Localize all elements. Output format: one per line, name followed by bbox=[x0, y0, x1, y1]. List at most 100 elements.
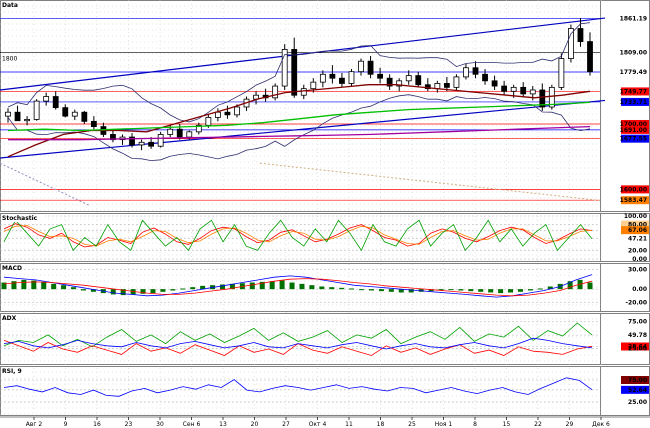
macd-histogram-bar bbox=[160, 289, 166, 292]
panel-title-box bbox=[1, 264, 21, 272]
macd-histogram-bar bbox=[508, 289, 514, 293]
candle-body bbox=[510, 86, 517, 92]
macd-histogram-bar bbox=[398, 289, 404, 293]
macd-histogram-bar bbox=[567, 281, 573, 290]
price-label: 1779.49 bbox=[620, 69, 647, 76]
macd-histogram-bar bbox=[517, 289, 523, 292]
macd-histogram-bar bbox=[229, 283, 235, 290]
price-label: 1733.71 bbox=[620, 99, 647, 106]
panel-frame bbox=[0, 213, 650, 262]
candle-body bbox=[14, 111, 21, 122]
candle-body bbox=[443, 83, 450, 88]
macd-histogram-bar bbox=[249, 282, 255, 290]
moving-average-line bbox=[7, 101, 591, 132]
x-axis-label: 27 bbox=[282, 421, 290, 428]
indicator-line bbox=[3, 274, 593, 298]
candle-body bbox=[234, 106, 240, 116]
candle-body bbox=[405, 75, 412, 82]
trend-line-dotted bbox=[259, 162, 601, 201]
candle-body bbox=[463, 67, 469, 78]
candle-body bbox=[281, 49, 288, 87]
x-axis-label: 25 bbox=[408, 421, 416, 428]
x-axis-label: 9 bbox=[64, 421, 68, 428]
indicator-line bbox=[3, 337, 593, 350]
price-label-box bbox=[621, 87, 649, 96]
candle-body bbox=[415, 75, 422, 86]
indicator-line bbox=[3, 223, 593, 248]
panel-title: Data bbox=[2, 2, 18, 9]
macd-histogram-bar bbox=[359, 289, 365, 291]
macd-histogram-bar bbox=[90, 289, 96, 292]
candle-body bbox=[339, 77, 345, 84]
indicator-line bbox=[3, 225, 593, 247]
macd-histogram-bar bbox=[51, 283, 57, 290]
candle-body bbox=[148, 141, 155, 147]
candle-body bbox=[129, 136, 135, 146]
indicator-line bbox=[3, 278, 593, 297]
candle-body bbox=[587, 41, 593, 73]
macd-histogram-bar bbox=[458, 289, 464, 291]
macd-histogram-bar bbox=[11, 281, 17, 290]
candle-body bbox=[377, 73, 383, 79]
x-axis-label: 16 bbox=[93, 421, 101, 428]
macd-histogram-bar bbox=[478, 289, 484, 292]
indicator-scale-label: 75.00 bbox=[628, 318, 647, 325]
candle-body bbox=[52, 96, 59, 109]
indicator-scale-label: 0.00 bbox=[632, 286, 647, 293]
panel-title-box bbox=[1, 1, 21, 9]
macd-histogram-bar bbox=[438, 289, 444, 291]
indicator-scale-label: 47.21 bbox=[628, 236, 647, 243]
macd-histogram-bar bbox=[527, 289, 533, 291]
candle-body bbox=[539, 89, 546, 108]
price-label-box bbox=[621, 196, 649, 205]
macd-histogram-bar bbox=[71, 287, 77, 290]
price-label-box bbox=[621, 185, 649, 194]
price-label-box bbox=[621, 97, 649, 106]
indicator-scale-label: 52.64 bbox=[628, 387, 647, 394]
candle-body bbox=[300, 88, 307, 96]
x-axis-label: 22 bbox=[534, 421, 542, 428]
indicator-label-box bbox=[621, 226, 649, 235]
price-label-box bbox=[621, 48, 649, 57]
macd-histogram-bar bbox=[388, 289, 394, 292]
price-label: 1861.19 bbox=[620, 16, 647, 23]
panel-title: ADX bbox=[2, 315, 17, 322]
macd-histogram-bar bbox=[150, 289, 156, 294]
candle-body bbox=[358, 60, 364, 73]
candle-body bbox=[482, 73, 488, 82]
indicator-label-box bbox=[621, 220, 649, 229]
candle-body bbox=[577, 28, 584, 42]
macd-histogram-bar bbox=[220, 284, 226, 290]
indicator-scale-label: 25.00 bbox=[628, 399, 647, 406]
macd-histogram-bar bbox=[41, 281, 47, 290]
price-label: 1700.00 bbox=[620, 121, 647, 128]
price-label: 1677.55 bbox=[620, 136, 647, 143]
macd-histogram-bar bbox=[339, 287, 345, 290]
indicator-label-box bbox=[621, 385, 649, 394]
channel-upper-line bbox=[0, 17, 606, 91]
candle-body bbox=[310, 81, 317, 90]
macd-histogram-bar bbox=[468, 289, 474, 292]
x-axis-label: Окт 4 bbox=[309, 421, 327, 428]
candle-body bbox=[81, 111, 88, 122]
candle-body bbox=[548, 86, 555, 108]
macd-histogram-bar bbox=[170, 289, 176, 291]
candle-body bbox=[491, 80, 498, 87]
macd-histogram-bar bbox=[21, 279, 27, 290]
candle-body bbox=[62, 107, 69, 117]
macd-histogram-bar bbox=[428, 289, 434, 292]
candle-body bbox=[272, 85, 279, 99]
price-label-box bbox=[621, 14, 649, 23]
moving-average-line bbox=[7, 84, 591, 158]
candle-body bbox=[319, 73, 326, 83]
price-label: 1749.77 bbox=[620, 88, 647, 95]
candle-body bbox=[558, 58, 565, 88]
indicator-line bbox=[3, 322, 593, 348]
candle-body bbox=[205, 117, 212, 126]
candle-body bbox=[5, 111, 11, 117]
price-label: 1809.00 bbox=[620, 50, 647, 57]
price-label: 1691.00 bbox=[620, 127, 647, 134]
macd-histogram-bar bbox=[299, 283, 305, 290]
x-axis-label: 30 bbox=[156, 421, 164, 428]
indicator-scale-label: 30.00 bbox=[628, 266, 647, 273]
